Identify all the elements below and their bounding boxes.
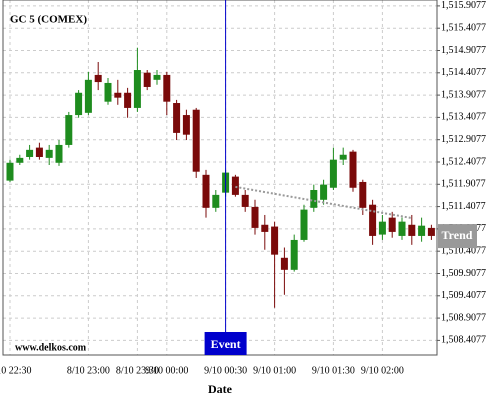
y-tick-label: 1,514.4077 [441,67,486,78]
candle-body [290,239,298,270]
candle-body [378,221,386,235]
candle-body [45,149,53,158]
y-tick-label: 1,515.4077 [441,22,486,33]
candle-body [212,194,220,208]
candle-body [320,184,328,200]
candle-body [75,92,83,116]
candle-body [261,224,269,232]
y-tick-label: 1,511.9077 [441,179,486,190]
candle-body [388,217,396,232]
candle-body [202,174,210,208]
candle-body [192,109,200,172]
candle-body [310,189,318,208]
candle-body [300,209,308,240]
candle-body [104,82,112,102]
candle-body [26,149,34,157]
x-tick-label: 8/10 23:00 [67,365,110,376]
marks [6,47,435,308]
chart-title: GC 5 (COMEX) [10,14,87,26]
candle-body [408,224,416,236]
candle-body [143,72,151,87]
candle-body [427,227,435,236]
candle-body [329,159,337,188]
candle-body [6,162,14,181]
x-tick-label: 9/10 00:00 [145,365,188,376]
candle-body [133,70,141,108]
candle-body [84,79,92,113]
candle-body [163,74,171,102]
y-tick-label: 1,511.4077 [441,201,486,212]
candle-body [359,181,367,208]
candle-body [16,157,24,163]
candle-body [55,144,63,163]
x-tick-label: 9/10 00:30 [204,365,247,376]
y-tick-label: 1,509.4077 [441,290,486,301]
candle-body [94,74,102,83]
candle-body [280,257,288,270]
y-tick-label: 1,514.9077 [441,45,486,56]
x-axis-title: Date [208,382,233,396]
candle-body [349,151,357,188]
candle-body [398,221,406,236]
candle-body [114,92,122,98]
x-tick-label: 8/10 23:30 [116,365,159,376]
candle-body [418,225,426,236]
y-tick-label: 1,513.9077 [441,89,486,100]
candle-body [339,154,347,160]
trend-box [438,224,477,249]
y-tick-label: 1,512.4077 [441,156,486,167]
y-tick-label: 1,515.9077 [441,0,486,11]
y-tick-label: 1,513.4077 [441,112,486,123]
x-tick-label: 9/10 01:30 [312,365,355,376]
candle-body [173,103,181,133]
y-tick-label: 1,512.9077 [441,134,486,145]
trend-label: Trend [442,228,473,242]
y-tick-label: 1,508.9077 [441,312,486,323]
candle-body [153,74,161,80]
y-tick-label: 1,510.4077 [441,245,486,256]
grid [3,0,437,355]
candle-body [241,194,249,207]
candle-body [124,92,132,108]
x-tick-label: 9/10 02:00 [361,365,404,376]
candle-body [35,147,43,157]
candle-body [251,206,259,228]
trend-line [235,185,412,220]
candle-body [369,204,377,236]
x-tick-label: 8/10 22:30 [0,365,32,376]
candle-body [271,226,279,255]
event-label: Event [211,337,241,351]
y-tick-label: 1,509.9077 [441,268,486,279]
candle-body [231,176,239,195]
y-tick-label: 1,508.4077 [441,335,486,346]
candle-body [182,115,190,135]
event-box [204,332,247,355]
x-tick-label: 9/10 01:00 [253,365,296,376]
source: www.delkos.com [15,342,87,353]
candle-body [65,115,73,145]
